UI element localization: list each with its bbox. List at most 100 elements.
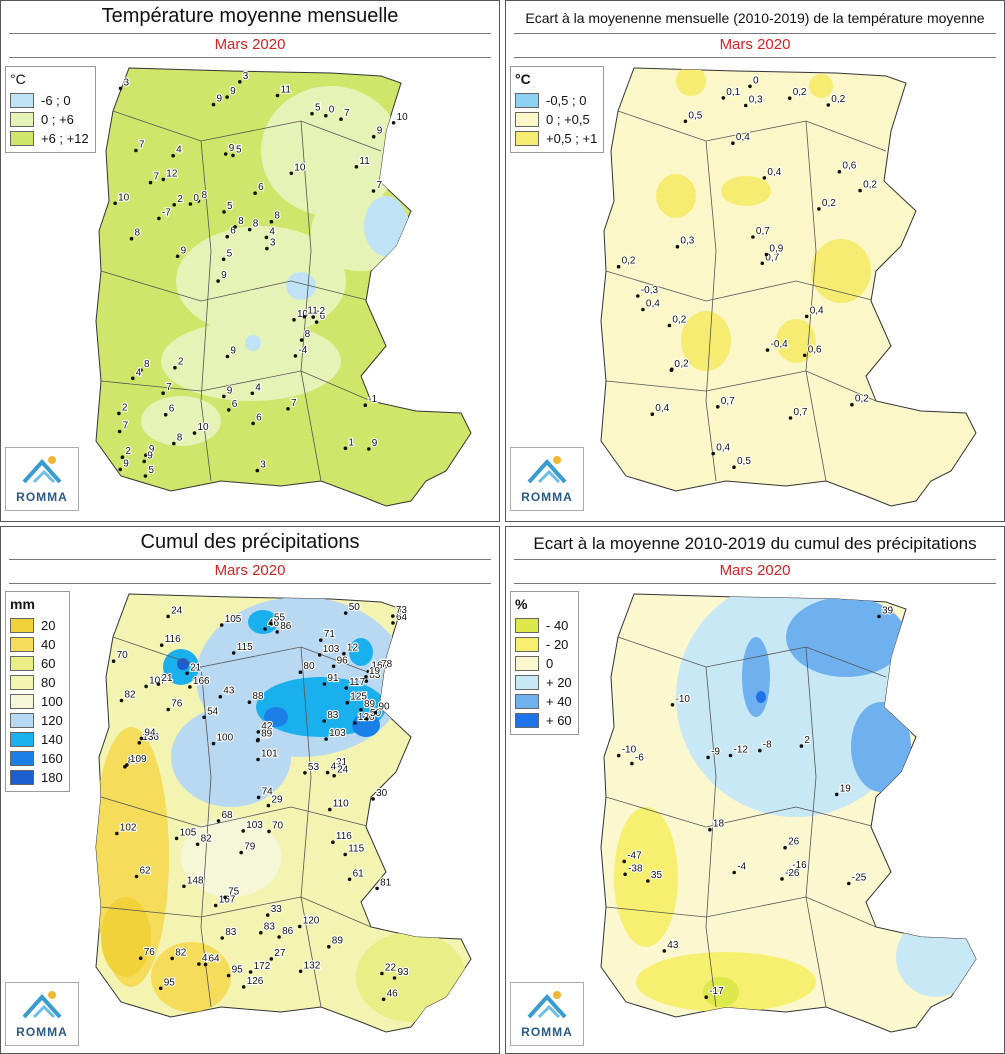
legend-label: +6 ; +12: [41, 131, 89, 146]
station-value-label: 169: [371, 661, 388, 672]
station-value-label: 10: [297, 309, 309, 320]
station-value-label: 9: [181, 245, 187, 256]
station-marker: [173, 365, 177, 370]
station-marker: [221, 257, 226, 262]
station-value-label: 78: [381, 659, 393, 670]
legend-item: 120: [10, 711, 63, 730]
station-value-label: 5: [227, 201, 233, 212]
station-value-label: 21: [161, 673, 173, 684]
legend-item: 140: [10, 730, 63, 749]
station-marker: [837, 169, 842, 174]
station-marker: [131, 376, 135, 381]
legend-item: + 40: [515, 692, 572, 711]
station-marker: [231, 153, 235, 158]
station-value-label: 93: [398, 967, 410, 978]
station-value-label: 39: [882, 606, 894, 617]
legend-unit: °C: [10, 71, 26, 87]
station-marker: [623, 872, 627, 877]
station-marker: [704, 995, 708, 999]
station-marker: [636, 294, 640, 298]
station-marker: [298, 969, 303, 974]
legend-label: 160: [41, 751, 63, 766]
station-value-label: 9: [123, 458, 129, 469]
station-value-label: 9: [147, 450, 153, 461]
station-marker: [256, 795, 261, 800]
station-marker: [650, 412, 655, 417]
station-marker: [238, 80, 242, 84]
station-marker: [120, 455, 125, 460]
legend-item: -0,5 ; 0: [515, 91, 597, 110]
station-value-label: 11: [281, 85, 292, 96]
station-value-label: 76: [171, 699, 183, 710]
legend: °C -6 ; 0 0 ; +6 +6 ; +12: [5, 66, 96, 153]
station-marker: [743, 103, 748, 108]
station-value-label: 0,9: [769, 244, 783, 255]
station-value-label: 6: [169, 404, 175, 415]
title-divider: [514, 559, 996, 560]
station-marker: [148, 180, 153, 185]
station-value-label: 83: [264, 922, 276, 933]
station-marker: [342, 651, 346, 656]
legend-swatch: [515, 675, 539, 690]
station-marker: [223, 152, 228, 156]
station-marker: [670, 703, 675, 707]
station-value-label: 83: [225, 927, 237, 938]
station-value-label: 94: [144, 727, 156, 738]
legend-label: 80: [41, 675, 56, 690]
station-value-label: 27: [274, 948, 286, 959]
station-marker: [113, 201, 117, 206]
station-marker: [264, 235, 269, 240]
station-marker: [391, 121, 396, 125]
station-marker: [225, 95, 229, 99]
legend-item: 0: [515, 654, 572, 673]
station-value-label: 43: [223, 686, 235, 697]
station-marker: [314, 320, 319, 324]
station-value-label: 11: [307, 306, 318, 317]
panel-title: Ecart à la moyenenne mensuelle (2010-201…: [525, 10, 985, 26]
station-marker: [172, 441, 176, 446]
station-value-label: 10: [118, 192, 130, 203]
station-marker: [298, 670, 303, 674]
station-marker: [343, 611, 348, 615]
map-temperature: 9899109968876586791075964521-1-230-7-484…: [95, 67, 472, 507]
station-marker: [380, 971, 384, 976]
logo-text: ROMMA: [521, 490, 573, 504]
station-marker: [119, 698, 124, 703]
legend-swatch: [10, 637, 34, 652]
station-value-label: 82: [175, 947, 187, 958]
station-value-label: 0,4: [646, 299, 660, 310]
station-value-label: 6: [258, 182, 264, 193]
station-marker: [371, 797, 375, 801]
legend-item: +6 ; +12: [10, 129, 89, 148]
station-value-label: 7: [344, 108, 350, 119]
station-marker: [817, 207, 821, 211]
legend-label: 120: [41, 713, 63, 728]
station-marker: [622, 859, 626, 864]
station-marker: [332, 773, 336, 778]
station-marker: [787, 869, 791, 873]
station-value-label: 0,2: [622, 256, 636, 267]
station-value-label: 30: [376, 788, 388, 799]
station-value-label: 81: [380, 877, 392, 888]
station-value-label: 115: [348, 844, 364, 855]
station-value-label: 0,4: [767, 167, 781, 178]
legend-swatch: [10, 770, 34, 785]
station-marker: [158, 986, 163, 991]
station-marker: [248, 970, 253, 974]
station-value-label: 115: [237, 642, 253, 653]
station-value-label: 9: [227, 385, 233, 396]
station-marker: [247, 700, 252, 704]
station-value-label: 7: [291, 398, 297, 409]
station-marker: [376, 668, 380, 672]
station-marker: [111, 659, 116, 663]
station-value-label: 109: [130, 754, 147, 765]
station-value-label: 0,6: [808, 344, 822, 355]
station-marker: [373, 710, 378, 715]
title-divider: [9, 33, 491, 34]
station-value-label: 6: [320, 311, 326, 322]
legend-unit: %: [515, 596, 528, 612]
station-value-label: 83: [369, 670, 381, 681]
station-value-label: 95: [232, 965, 244, 976]
station-marker: [159, 643, 164, 647]
